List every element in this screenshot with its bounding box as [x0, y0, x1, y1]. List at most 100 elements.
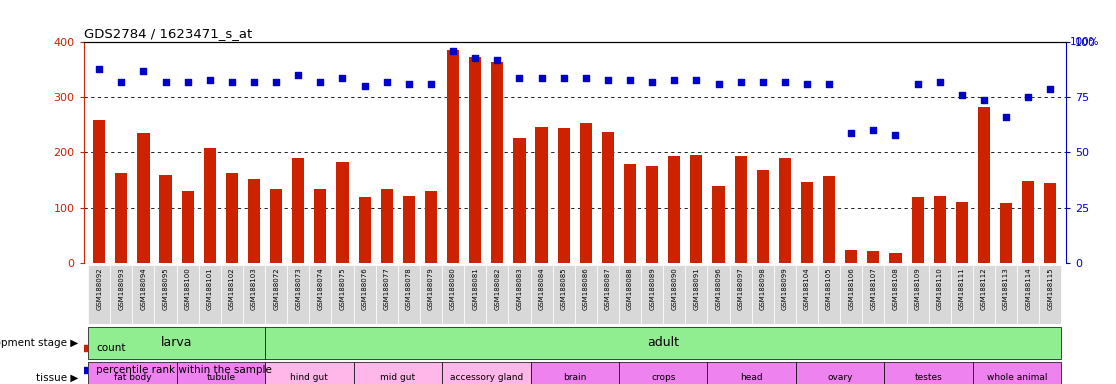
Bar	[822, 176, 835, 263]
Bar	[646, 166, 658, 263]
Point	[422, 81, 440, 87]
Text: GSM188079: GSM188079	[427, 268, 434, 310]
Bar	[93, 121, 105, 263]
Bar	[619, 362, 708, 384]
Text: GSM188083: GSM188083	[517, 268, 522, 310]
Text: GSM188073: GSM188073	[296, 268, 301, 310]
Text: GSM188098: GSM188098	[760, 268, 766, 310]
Bar	[204, 148, 215, 263]
Point	[599, 77, 617, 83]
Bar	[624, 164, 636, 263]
Bar	[530, 362, 619, 384]
Text: GSM188078: GSM188078	[406, 268, 412, 310]
Point	[510, 74, 528, 81]
Bar	[292, 158, 305, 263]
Point	[687, 77, 705, 83]
Text: count: count	[96, 343, 126, 354]
Text: GSM188087: GSM188087	[605, 268, 610, 310]
Point	[843, 129, 860, 136]
Point	[753, 79, 771, 85]
Bar	[425, 191, 437, 263]
Point	[444, 48, 462, 54]
Bar	[752, 265, 773, 324]
Bar	[889, 253, 902, 263]
Bar	[354, 265, 376, 324]
Text: GSM188114: GSM188114	[1026, 268, 1031, 310]
Bar	[420, 265, 442, 324]
Point	[289, 72, 307, 78]
Bar	[160, 175, 172, 263]
Bar	[509, 265, 530, 324]
Bar	[176, 265, 199, 324]
Text: hind gut: hind gut	[290, 373, 328, 382]
Point	[975, 96, 993, 103]
Text: GSM188099: GSM188099	[782, 268, 788, 310]
Text: testes: testes	[915, 373, 943, 382]
Point	[90, 66, 108, 72]
Text: whole animal: whole animal	[987, 373, 1048, 382]
Text: fat body: fat body	[114, 373, 151, 382]
Point	[334, 74, 352, 81]
Text: GSM188108: GSM188108	[893, 268, 898, 310]
Bar	[176, 362, 266, 384]
Point	[1041, 86, 1059, 92]
Bar	[381, 189, 393, 263]
Bar	[602, 132, 614, 263]
Bar	[845, 250, 857, 263]
Bar	[801, 182, 814, 263]
Text: GSM188092: GSM188092	[96, 268, 103, 310]
Text: GSM188107: GSM188107	[870, 268, 876, 310]
Text: GSM188103: GSM188103	[251, 268, 257, 310]
Bar	[912, 197, 924, 263]
Point	[776, 79, 793, 85]
Bar	[973, 265, 995, 324]
Text: GSM188094: GSM188094	[141, 268, 146, 310]
Bar	[663, 265, 685, 324]
Text: GSM188091: GSM188091	[693, 268, 700, 310]
Bar	[708, 362, 796, 384]
Text: GSM188082: GSM188082	[494, 268, 500, 310]
Bar	[978, 107, 990, 263]
Bar	[1000, 203, 1012, 263]
Bar	[757, 170, 769, 263]
Bar	[154, 265, 176, 324]
Point	[179, 79, 196, 85]
Bar	[575, 265, 597, 324]
Point	[931, 79, 949, 85]
Text: GSM188097: GSM188097	[738, 268, 743, 310]
Bar	[315, 189, 327, 263]
Bar	[867, 250, 879, 263]
Bar	[796, 265, 818, 324]
Bar	[88, 327, 266, 359]
Bar	[442, 362, 530, 384]
Text: GSM188104: GSM188104	[804, 268, 810, 310]
Bar	[1045, 183, 1057, 263]
Text: tubule: tubule	[206, 373, 235, 382]
Text: brain: brain	[564, 373, 586, 382]
Bar	[397, 265, 420, 324]
Text: GSM188112: GSM188112	[981, 268, 987, 310]
Point	[665, 77, 683, 83]
Bar	[712, 185, 724, 263]
Bar	[906, 265, 929, 324]
Text: GSM188088: GSM188088	[627, 268, 633, 310]
Text: GSM188081: GSM188081	[472, 268, 478, 310]
Text: GSM188085: GSM188085	[560, 268, 567, 310]
Bar	[354, 362, 442, 384]
Text: GSM188100: GSM188100	[184, 268, 191, 310]
Text: GSM188074: GSM188074	[317, 268, 324, 310]
Text: GSM188115: GSM188115	[1047, 268, 1054, 310]
Bar	[884, 362, 973, 384]
Bar	[513, 138, 526, 263]
Text: GSM188113: GSM188113	[1003, 268, 1009, 310]
Point	[135, 68, 153, 74]
Bar	[358, 197, 371, 263]
Bar	[730, 265, 752, 324]
Point	[246, 79, 263, 85]
Bar	[266, 265, 287, 324]
Bar	[1017, 265, 1039, 324]
Bar	[536, 127, 548, 263]
Bar	[469, 56, 481, 263]
Bar	[579, 123, 591, 263]
Text: GSM188093: GSM188093	[118, 268, 124, 310]
